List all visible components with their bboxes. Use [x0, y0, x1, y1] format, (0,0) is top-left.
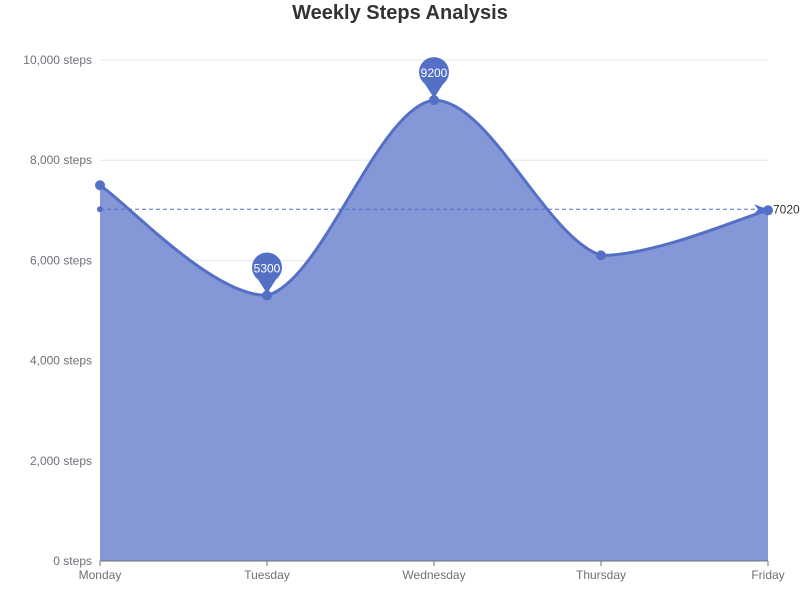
- x-tick-label: Friday: [751, 568, 784, 582]
- markpoint-pin: 9200: [419, 57, 449, 99]
- x-tick-label: Monday: [79, 568, 122, 582]
- axis-layer: 0 steps 2,000 steps 4,000 steps 6,000 steps…: [23, 53, 784, 582]
- markpoint-pin: 5300: [252, 252, 282, 294]
- y-tick-label: 10,000 steps: [23, 53, 92, 67]
- x-tick-label: Thursday: [576, 568, 626, 582]
- markpoints-layer: 9200 5300: [252, 57, 449, 294]
- markpoint-label: 5300: [254, 261, 281, 275]
- average-line-label: 7020: [773, 202, 800, 216]
- y-tick-label: 6,000 steps: [30, 253, 92, 267]
- data-point: [95, 180, 105, 191]
- average-line-start: [97, 206, 103, 213]
- y-tick-label: 4,000 steps: [30, 354, 92, 368]
- points-layer: [95, 95, 773, 301]
- markpoint-pin-shape: [419, 57, 449, 99]
- markpoint-pin-shape: [252, 252, 282, 294]
- y-tick-label: 8,000 steps: [30, 153, 92, 167]
- area-layer: [99, 98, 769, 561]
- markpoint-label: 9200: [421, 66, 448, 80]
- y-tick-label: 0 steps: [53, 554, 92, 568]
- data-point: [596, 250, 606, 261]
- x-tick-label: Tuesday: [244, 568, 290, 582]
- average-markline: 7020: [97, 202, 800, 216]
- chart-title: Weekly Steps Analysis: [292, 2, 508, 24]
- series-area: [100, 100, 768, 561]
- average-line-arrow: [754, 204, 768, 215]
- y-tick-label: 2,000 steps: [30, 454, 92, 468]
- x-tick-label: Wednesday: [402, 568, 465, 582]
- data-point: [763, 205, 773, 216]
